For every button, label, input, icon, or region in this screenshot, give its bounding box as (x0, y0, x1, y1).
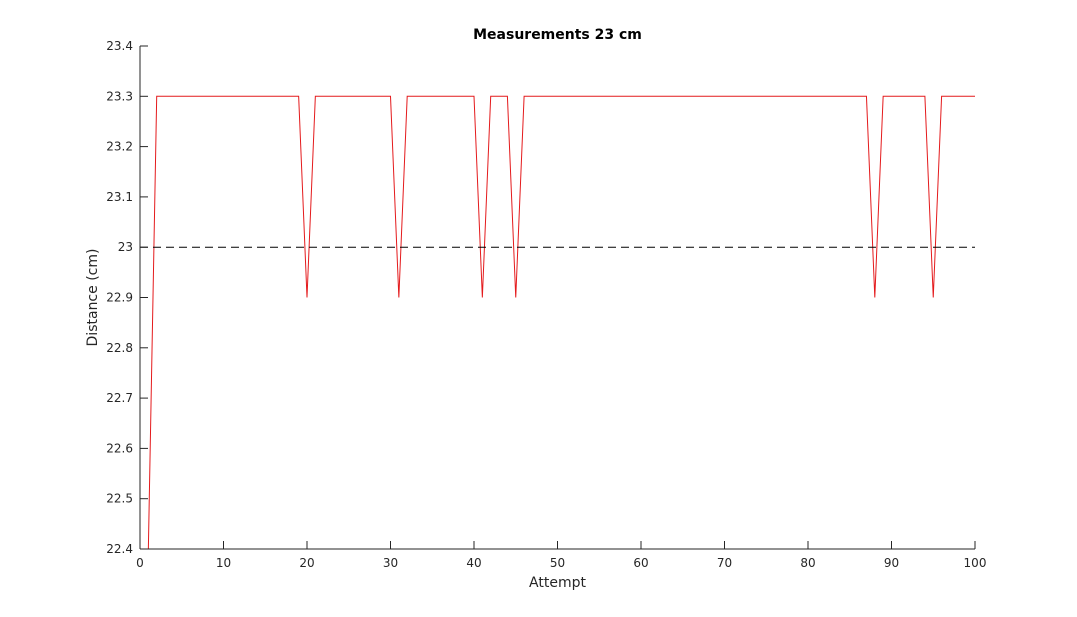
x-tick-label: 60 (633, 556, 648, 570)
y-tick-label: 23.2 (106, 140, 133, 154)
y-tick-label: 23 (118, 240, 133, 254)
y-tick-label: 23.4 (106, 39, 133, 53)
y-tick-label: 22.4 (106, 542, 133, 556)
y-tick-label: 22.7 (106, 391, 133, 405)
x-tick-label: 10 (216, 556, 231, 570)
x-tick-label: 100 (964, 556, 987, 570)
x-axis: 0 10 20 30 40 50 60 70 80 90 100 (136, 541, 986, 570)
x-tick-label: 80 (800, 556, 815, 570)
x-tick-label: 50 (550, 556, 565, 570)
plot-area (140, 95, 975, 550)
x-tick-label: 0 (136, 556, 144, 570)
x-tick-label: 20 (299, 556, 314, 570)
y-tick-label: 22.9 (106, 291, 133, 305)
y-axis-label: Distance (cm) (85, 249, 101, 347)
y-tick-label: 22.8 (106, 341, 133, 355)
y-tick-label: 23.1 (106, 190, 133, 204)
chart-title: Measurements 23 cm (473, 27, 642, 43)
x-tick-label: 30 (383, 556, 398, 570)
y-tick-label: 22.5 (106, 492, 133, 506)
x-tick-label: 90 (884, 556, 899, 570)
x-tick-label: 70 (717, 556, 732, 570)
x-tick-label: 40 (466, 556, 481, 570)
x-axis-label: Attempt (529, 575, 586, 591)
y-tick-label: 23.3 (106, 89, 133, 103)
y-axis: 22.4 22.5 22.6 22.7 22.8 22.9 23 23.1 23.2 23.3 23… (106, 39, 148, 556)
y-tick-label: 22.6 (106, 441, 133, 455)
measurement-series-line (147, 95, 975, 550)
